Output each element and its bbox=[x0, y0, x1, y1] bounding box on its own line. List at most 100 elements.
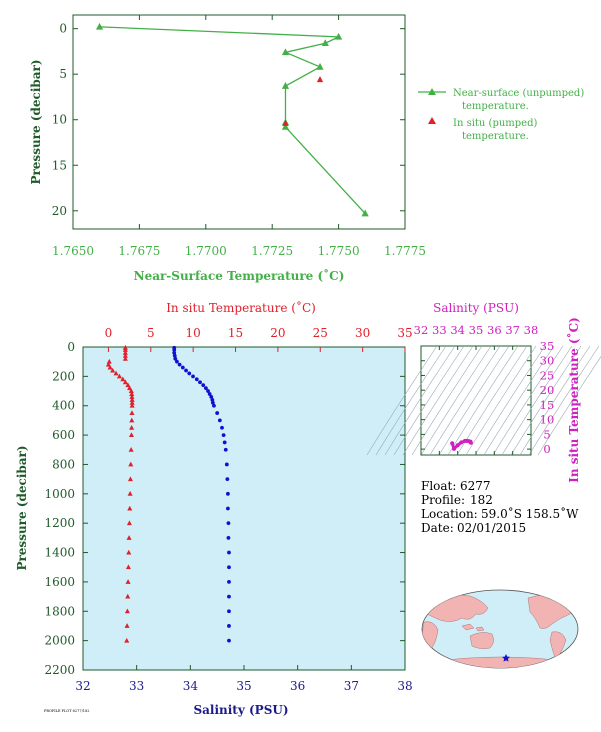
ns-x-tick-label: 1.7650 bbox=[52, 244, 94, 258]
pr-salinity-tick-label: 34 bbox=[183, 679, 199, 693]
pr-salinity-point bbox=[210, 400, 215, 405]
pr-salinity-point bbox=[187, 371, 192, 376]
ts-contour bbox=[483, 345, 555, 456]
profile-salinity-ticks: 32 33 34 35 36 37 38 bbox=[75, 665, 413, 693]
ts-y-axis-label: In situ Temperature (˚C) bbox=[566, 317, 581, 483]
pr-temperature-point bbox=[129, 410, 135, 416]
pr-salinity-tick-label: 38 bbox=[397, 679, 412, 693]
ns-unpumped-point bbox=[95, 22, 104, 30]
ts-contour bbox=[528, 345, 600, 456]
ts-contour bbox=[501, 345, 573, 456]
ns-x-tick-label: 1.7700 bbox=[185, 244, 227, 258]
ts-point bbox=[452, 446, 456, 451]
ts-y-tick-label: 15 bbox=[540, 398, 555, 412]
pr-temperature-point bbox=[126, 535, 132, 540]
pr-temperature-point bbox=[129, 402, 135, 408]
ns-x-tick-label: 1.7725 bbox=[251, 244, 293, 258]
location-value: 59.0˚S 158.5˚W bbox=[481, 506, 579, 521]
legend-marker-pumped-icon bbox=[428, 117, 436, 124]
pr-salinity-point bbox=[224, 462, 229, 467]
ts-x-tick-label: 38 bbox=[524, 323, 539, 337]
pr-salinity-point bbox=[227, 609, 231, 614]
pr-temp-tick-label: 35 bbox=[397, 326, 412, 340]
ns-unpumped-point bbox=[335, 32, 343, 40]
pr-temperature-point bbox=[128, 388, 134, 394]
profile-value: 182 bbox=[470, 493, 493, 507]
map-marker-star-icon bbox=[502, 654, 510, 662]
float-info: Float: 6277 Profile: 182 Location: 59.0˚… bbox=[421, 479, 579, 535]
pr-temperature-point bbox=[129, 399, 135, 405]
ts-point bbox=[468, 440, 473, 445]
pr-salinity-point bbox=[227, 580, 231, 584]
pr-salinity-point bbox=[212, 403, 216, 408]
pr-salinity-point bbox=[172, 350, 177, 355]
ts-contour bbox=[510, 345, 582, 456]
pr-salinity-point bbox=[220, 425, 224, 430]
ns-y-tick-label: 10 bbox=[52, 113, 67, 127]
pr-salinity-point bbox=[173, 356, 178, 361]
pr-temperature-point bbox=[126, 520, 132, 526]
profile-y-axis-label: Pressure (decibar) bbox=[15, 445, 29, 570]
ts-contour bbox=[375, 345, 447, 456]
ts-contour bbox=[519, 345, 591, 456]
pr-salinity-point bbox=[215, 411, 220, 415]
ts-x-tick-label: 36 bbox=[487, 323, 502, 337]
pr-temperature-point bbox=[120, 376, 126, 382]
pr-salinity-point bbox=[227, 624, 231, 628]
ts-series bbox=[450, 438, 473, 451]
pr-temp-tick-label: 20 bbox=[270, 326, 285, 340]
pr-salinity-point bbox=[191, 374, 195, 379]
ts-contour bbox=[456, 345, 528, 456]
pr-temperature-point bbox=[116, 373, 122, 379]
ts-contour bbox=[465, 345, 537, 456]
near-surface-y-ticks: 0 5 10 15 20 bbox=[52, 22, 405, 218]
pr-salinity-point bbox=[206, 389, 210, 393]
ts-contour bbox=[420, 345, 492, 456]
pr-temperature-point bbox=[129, 417, 135, 423]
ts-contour bbox=[492, 345, 564, 456]
pr-temperature-point bbox=[127, 505, 133, 511]
map-land-antarctica bbox=[429, 656, 573, 668]
pr-salinity-point bbox=[209, 395, 214, 399]
pr-salinity-point bbox=[221, 433, 226, 437]
legend-unpumped-line1: Near-surface (unpumped) bbox=[453, 88, 584, 99]
profile-label: Profile: bbox=[421, 493, 465, 507]
pr-pressure-tick-label: 1600 bbox=[44, 575, 75, 589]
pr-salinity-point bbox=[222, 440, 227, 445]
pr-salinity-point bbox=[172, 348, 177, 352]
near-surface-y-axis-label: Pressure (decibar) bbox=[29, 59, 43, 184]
ns-y-tick-label: 15 bbox=[52, 158, 67, 172]
pr-pressure-tick-label: 200 bbox=[52, 369, 75, 383]
ts-contour bbox=[411, 345, 483, 456]
pr-pressure-tick-label: 800 bbox=[52, 457, 75, 471]
ts-x-tick-label: 37 bbox=[505, 323, 520, 337]
ts-contour bbox=[438, 345, 510, 456]
ts-density-contours bbox=[366, 345, 601, 456]
pr-salinity-point bbox=[207, 392, 212, 396]
near-surface-series bbox=[95, 22, 369, 217]
profile-plot-frame bbox=[82, 346, 406, 671]
ts-title: Salinity (PSU) bbox=[433, 301, 519, 315]
pr-temperature-point bbox=[129, 391, 135, 396]
pr-salinity-point bbox=[227, 638, 231, 643]
date-label: Date: bbox=[421, 521, 454, 535]
ts-y-tick-label: 5 bbox=[543, 427, 550, 441]
ts-y-tick-label: 10 bbox=[540, 413, 555, 427]
profile-pressure-ticks: 0 200 400 600 800 1000 1200 1400 1600 1800 2000 220… bbox=[44, 340, 405, 677]
profile-x-axis-label: Salinity (PSU) bbox=[193, 703, 288, 717]
location-label: Location: bbox=[421, 507, 478, 521]
pr-temp-tick-label: 5 bbox=[147, 326, 155, 340]
pr-salinity-point bbox=[226, 491, 230, 496]
pr-pressure-tick-label: 0 bbox=[67, 340, 75, 354]
float-value: 6277 bbox=[460, 479, 491, 493]
map-land-south-america bbox=[549, 631, 567, 661]
legend-marker-unpumped-icon bbox=[428, 88, 436, 95]
ts-x-tick-label: 34 bbox=[450, 323, 465, 337]
ns-y-tick-label: 20 bbox=[52, 204, 67, 218]
map-land-australia bbox=[469, 632, 494, 649]
pr-pressure-tick-label: 1200 bbox=[44, 516, 75, 530]
ns-y-tick-label: 0 bbox=[59, 22, 67, 36]
